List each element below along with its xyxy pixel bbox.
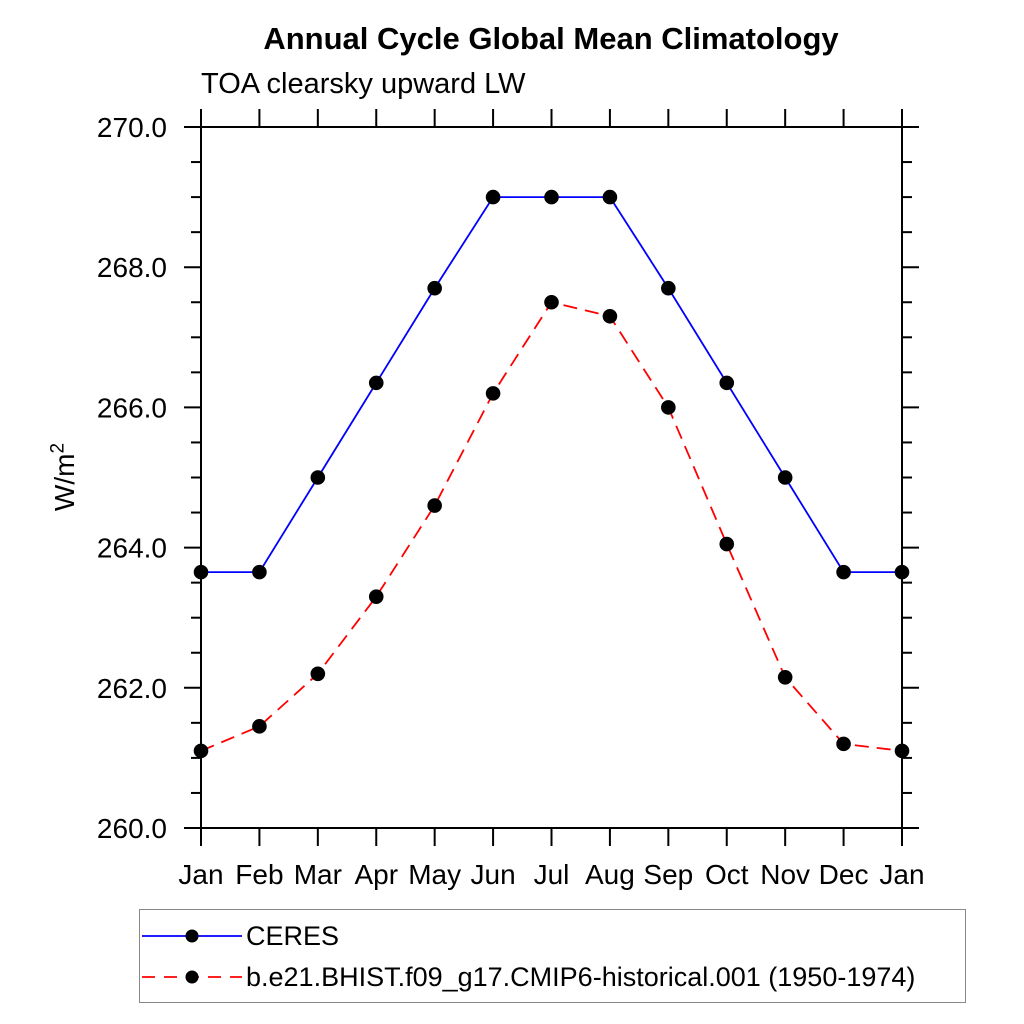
y-tick-label: 264.0 (97, 533, 167, 564)
data-point-marker (252, 564, 267, 580)
x-tick-label: Nov (760, 859, 810, 890)
y-tick-label: 266.0 (97, 392, 167, 423)
data-point-marker (661, 280, 676, 296)
data-point-marker (252, 719, 267, 734)
data-point-marker (777, 470, 793, 485)
x-tick-label: May (408, 859, 461, 890)
data-point-marker (544, 294, 559, 310)
x-tick-label: Mar (294, 859, 342, 890)
y-tick-label: 260.0 (97, 813, 167, 844)
data-point-marker (894, 743, 910, 759)
legend-label-ceres: CERES (246, 920, 340, 951)
x-tick-label: Jan (178, 859, 223, 890)
series-line-1 (200, 301, 903, 752)
data-point-marker (310, 666, 326, 682)
data-point-marker (836, 564, 851, 580)
legend: CERES b.e21.BHIST.f09_g17.CMIP6-historic… (139, 909, 966, 1003)
legend-label-model: b.e21.BHIST.f09_g17.CMIP6-historical.001… (246, 961, 916, 992)
x-tick-label: Aug (585, 859, 635, 890)
y-tick-label: 262.0 (97, 673, 167, 704)
series-line-0 (201, 196, 902, 574)
x-tick-label: Sep (643, 859, 693, 890)
x-tick-label: Feb (235, 859, 283, 890)
data-point-marker (193, 743, 209, 759)
x-tick-label: Apr (354, 859, 398, 890)
data-point-marker (485, 386, 501, 401)
ceres-line-sample (142, 929, 242, 943)
y-tick-label: 270.0 (97, 112, 167, 143)
model-line-sample (142, 970, 242, 984)
y-tick-label: 268.0 (97, 252, 167, 283)
data-point-marker (485, 189, 501, 205)
legend-item-model: b.e21.BHIST.f09_g17.CMIP6-historical.001… (140, 957, 915, 997)
x-tick-label: Dec (819, 859, 869, 890)
data-point-marker (836, 736, 851, 752)
data-point-marker (602, 308, 618, 324)
data-point-marker (427, 498, 442, 513)
data-point-marker (193, 564, 209, 580)
x-tick-label: Jan (879, 859, 924, 890)
x-tick-label: Jul (534, 859, 570, 890)
data-point-marker (368, 375, 384, 391)
data-point-marker (310, 470, 326, 485)
chart-title: Annual Cycle Global Mean Climatology (263, 21, 839, 56)
data-point-marker (719, 536, 735, 552)
data-point-marker (427, 280, 442, 296)
data-point-marker (661, 400, 676, 415)
data-point-marker (544, 189, 559, 205)
x-tick-label: Oct (705, 859, 749, 890)
chart-subtitle: TOA clearsky upward LW (201, 68, 526, 100)
x-tick-label: Jun (471, 859, 516, 890)
plot-frame (200, 126, 903, 829)
legend-item-ceres: CERES (140, 916, 339, 956)
data-point-marker (719, 375, 735, 391)
data-point-marker (777, 669, 793, 685)
data-point-marker (368, 589, 384, 604)
data-point-marker (894, 564, 910, 580)
data-point-marker (602, 189, 618, 205)
